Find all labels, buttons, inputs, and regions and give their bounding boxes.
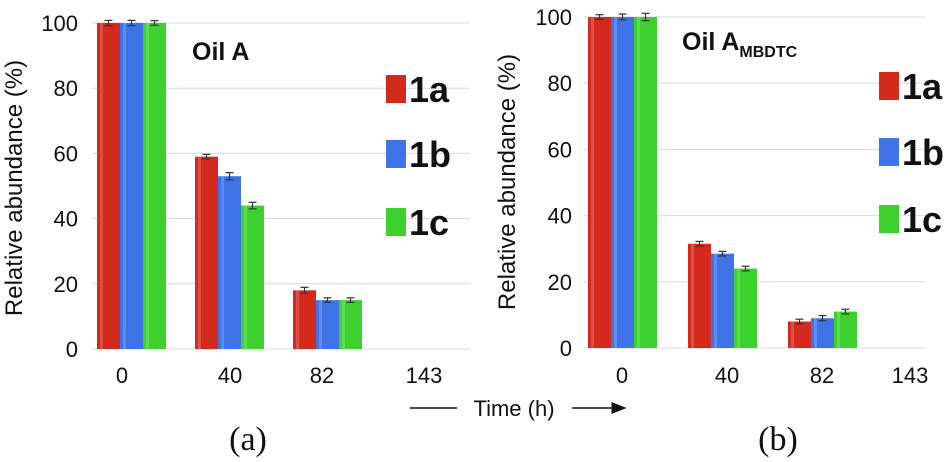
panel-a-y-tick-label: 0 [66,337,78,362]
panel-a-bar-highlight [244,205,247,349]
panel-b-bar-highlight [737,268,740,348]
panel-b-x-tick-label: 143 [892,363,929,388]
panel-a-bar-1c-0h [143,23,166,349]
panel-b-bar-highlight [691,243,694,348]
panel-b-bar-highlight [637,17,640,348]
panel-b-title-sub: MBDTC [739,44,797,61]
panel-a-label: (a) [229,421,267,458]
panel-a: 0 20 40 60 80 100 0 40 82 143 Relative abundance… [1,11,470,458]
panel-a-legend-label-1b: 1b [409,134,451,175]
panel-a-legend: 1a 1b 1c [386,69,451,243]
panel-b-bar-1c-40h [734,268,757,348]
panel-a-bar-highlight [146,23,149,349]
panel-b-bar-highlight [837,311,840,348]
panel-b-bar-1b-40h [711,253,734,348]
panel-a-y-tick-label: 40 [54,207,78,232]
panel-b-bar-highlight [714,253,717,348]
x-axis-label-group: Time (h) [410,396,627,421]
panel-a-bar-1c-82h [339,300,362,349]
panel-b: 0 20 40 60 80 100 0 40 82 143 Relative abundance… [494,5,944,458]
panel-b-y-ticks: 0 20 40 60 80 100 [535,5,572,361]
panel-b-legend-label-1b: 1b [902,132,944,173]
panel-a-bar-1b-40h [218,176,241,349]
panel-a-bar-1c-40h [241,205,264,349]
panel-a-bar-highlight [342,300,345,349]
panel-b-title-main: Oil A [682,28,739,56]
panel-a-bar-1a-40h [195,156,218,349]
panel-b-bar-1c-0h [634,17,657,348]
panel-b-x-tick-label: 0 [616,363,628,388]
x-axis-label: Time (h) [473,396,554,421]
panel-a-legend-swatch-1a [386,75,406,103]
panel-a-y-axis-label: Relative abundance (%) [1,60,28,316]
panel-a-bar-1b-0h [120,23,143,349]
panel-a-x-tick-label: 40 [218,363,242,388]
panel-b-legend-swatch-1a [879,72,899,100]
panel-a-legend-swatch-1b [386,140,406,168]
panel-a-bar-1b-82h [316,300,339,349]
panel-b-x-tick-label: 40 [715,363,739,388]
panel-b-bar-1a-82h [788,321,811,348]
panel-a-legend-label-1c: 1c [409,202,449,243]
panel-b-y-tick-label: 80 [548,71,572,96]
panel-a-bar-1a-82h [293,290,316,349]
panel-a-y-tick-label: 80 [54,76,78,101]
panel-b-bar-1a-40h [688,243,711,348]
panel-a-legend-swatch-1c [386,208,406,236]
panel-a-y-tick-label: 20 [54,272,78,297]
panel-b-bar-1b-0h [611,17,634,348]
panel-a-x-tick-label: 143 [406,363,443,388]
panel-b-legend-label-1a: 1a [902,66,943,107]
panel-a-bar-highlight [319,300,322,349]
panel-b-legend: 1a 1b 1c [879,66,944,240]
panel-a-x-tick-label: 82 [310,363,334,388]
panel-b-bar-highlight [814,318,817,348]
panel-b-bars [588,12,857,348]
panel-a-y-ticks: 0 20 40 60 80 100 [41,11,78,362]
panel-b-y-tick-label: 20 [548,270,572,295]
panel-b-x-tick-label: 82 [810,363,834,388]
panel-b-label: (b) [758,421,798,458]
panel-a-chart-title: Oil A [192,38,249,66]
panel-a-bar-highlight [198,156,201,349]
panel-b-bar-1c-82h [834,311,857,348]
panel-a-y-tick-label: 100 [41,11,78,36]
panel-b-y-tick-label: 40 [548,204,572,229]
panel-b-y-tick-label: 0 [560,336,572,361]
panel-b-bar-highlight [791,321,794,348]
panel-b-x-ticks: 0 40 82 143 [616,363,928,388]
panel-a-bar-1a-0h [97,23,120,349]
panel-a-title-main: Oil A [192,38,249,66]
panel-b-y-tick-label: 60 [548,137,572,162]
panel-a-bar-highlight [221,176,224,349]
panel-a-bar-highlight [296,290,299,349]
panel-b-legend-swatch-1c [879,205,899,233]
panel-b-y-axis-label: Relative abundance (%) [494,54,521,310]
panel-b-bar-1b-82h [811,318,834,348]
panel-a-legend-label-1a: 1a [409,69,450,110]
panel-a-bars [97,19,362,349]
panel-a-y-tick-label: 60 [54,141,78,166]
panel-a-bar-highlight [100,23,103,349]
panel-b-bar-highlight [614,17,617,348]
panel-b-legend-label-1c: 1c [902,199,942,240]
panel-b-bar-1a-0h [588,17,611,348]
panel-b-legend-swatch-1b [879,138,899,166]
panel-a-bar-highlight [123,23,126,349]
panel-b-chart-title: Oil AMBDTC [682,28,798,61]
panel-b-y-tick-label: 100 [535,5,572,30]
panel-b-bar-highlight [591,17,594,348]
panel-a-x-ticks: 0 40 82 143 [116,363,442,388]
panel-a-x-tick-label: 0 [116,363,128,388]
